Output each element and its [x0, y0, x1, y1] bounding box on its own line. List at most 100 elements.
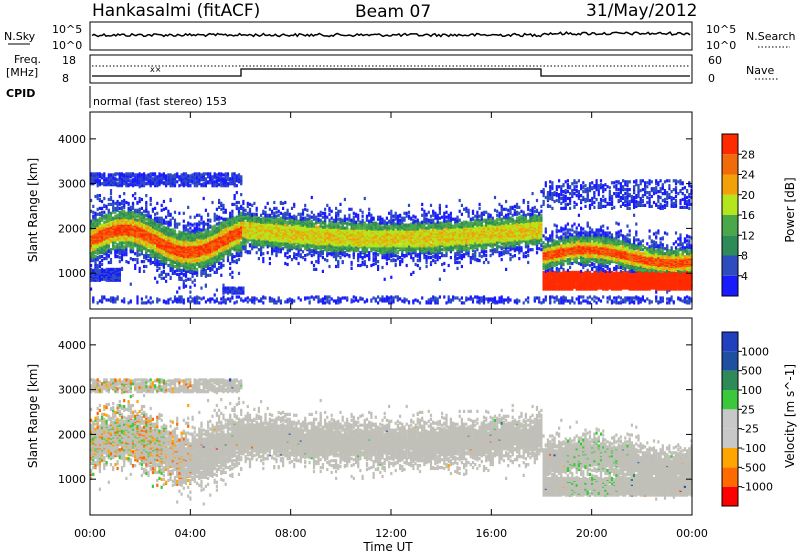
power-cell	[214, 225, 216, 228]
power-cell	[101, 247, 103, 250]
power-cell	[311, 295, 313, 298]
power-cell	[154, 175, 156, 178]
power-cell	[97, 219, 99, 222]
power-cell	[335, 212, 337, 215]
power-cell	[194, 263, 196, 266]
power-cell	[317, 251, 319, 254]
power-cell	[269, 257, 271, 260]
power-cell	[123, 210, 125, 213]
power-cell	[101, 219, 103, 222]
power-cell	[172, 174, 174, 177]
power-cell	[130, 206, 132, 209]
power-cell	[236, 216, 238, 219]
power-cell	[192, 224, 194, 227]
power-cell	[300, 213, 302, 216]
power-cell	[194, 279, 196, 282]
power-cell	[287, 217, 289, 220]
power-cell	[249, 225, 251, 228]
power-cell	[101, 182, 103, 185]
power-cell	[145, 182, 147, 185]
power-cell	[130, 172, 132, 175]
power-cell	[291, 207, 293, 210]
power-cell	[220, 252, 222, 255]
power-cell	[174, 295, 176, 298]
nsky-trace	[92, 32, 690, 36]
power-cell	[269, 262, 271, 265]
power-cell	[97, 301, 99, 304]
power-cell	[287, 263, 289, 266]
power-cell	[203, 272, 205, 275]
power-cell	[158, 172, 160, 175]
power-cell	[156, 212, 158, 215]
power-cell	[172, 217, 174, 220]
power-cell	[114, 268, 116, 271]
power-cell	[176, 233, 178, 236]
power-cell	[333, 299, 335, 302]
power-cell	[275, 218, 277, 221]
power-cell	[214, 213, 216, 216]
power-cell	[176, 180, 178, 183]
power-cell	[271, 297, 273, 300]
power-cell	[218, 183, 220, 186]
power-cell	[125, 172, 127, 175]
power-cell	[170, 261, 172, 264]
power-cell	[222, 287, 224, 290]
power-cell	[130, 299, 132, 302]
power-cell	[143, 270, 145, 273]
power-cell	[196, 172, 198, 175]
power-cell	[134, 258, 136, 261]
power-cell	[106, 177, 108, 180]
power-cell	[222, 218, 224, 221]
power-cell	[295, 257, 297, 260]
power-cell	[234, 255, 236, 258]
power-cell	[161, 271, 163, 274]
power-cell	[284, 221, 286, 224]
power-cell	[121, 210, 123, 213]
power-cell	[225, 287, 227, 290]
power-cell	[198, 178, 200, 181]
power-cell	[106, 298, 108, 301]
power-cell	[183, 298, 185, 301]
power-cell	[229, 297, 231, 300]
power-cell	[136, 253, 138, 256]
power-cell	[101, 263, 103, 266]
power-cell	[143, 265, 145, 268]
power-cell	[309, 248, 311, 251]
power-cell	[256, 213, 258, 216]
power-cell	[205, 284, 207, 287]
power-cell	[165, 280, 167, 283]
power-cell	[198, 227, 200, 230]
power-cell	[92, 269, 94, 272]
power-cell	[229, 212, 231, 215]
power-cell	[181, 173, 183, 176]
power-cell	[267, 251, 269, 254]
freq-unit-label: [MHz]	[6, 66, 38, 79]
power-cell	[189, 286, 191, 289]
power-cell	[231, 213, 233, 216]
power-cell	[262, 252, 264, 255]
power-cell	[322, 216, 324, 219]
power-cell	[167, 239, 169, 242]
power-cell	[189, 177, 191, 180]
power-cell	[187, 278, 189, 281]
power-cell	[112, 206, 114, 209]
power-cell	[99, 269, 101, 272]
power-cell	[326, 225, 328, 228]
power-cell	[141, 249, 143, 252]
power-cell	[114, 183, 116, 186]
power-cell	[128, 244, 130, 247]
power-cell	[99, 194, 101, 197]
power-cell	[253, 213, 255, 216]
power-cell	[278, 214, 280, 217]
power-cell	[231, 172, 233, 175]
power-cell	[156, 217, 158, 220]
power-cell	[147, 259, 149, 262]
power-cell	[119, 268, 121, 271]
power-cell	[269, 208, 271, 211]
power-cell	[247, 250, 249, 253]
power-cell	[238, 219, 240, 222]
power-cell	[114, 211, 116, 214]
power-cell	[119, 246, 121, 249]
power-cell	[143, 210, 145, 213]
station-title: Hankasalmi (fitACF)	[92, 1, 260, 21]
